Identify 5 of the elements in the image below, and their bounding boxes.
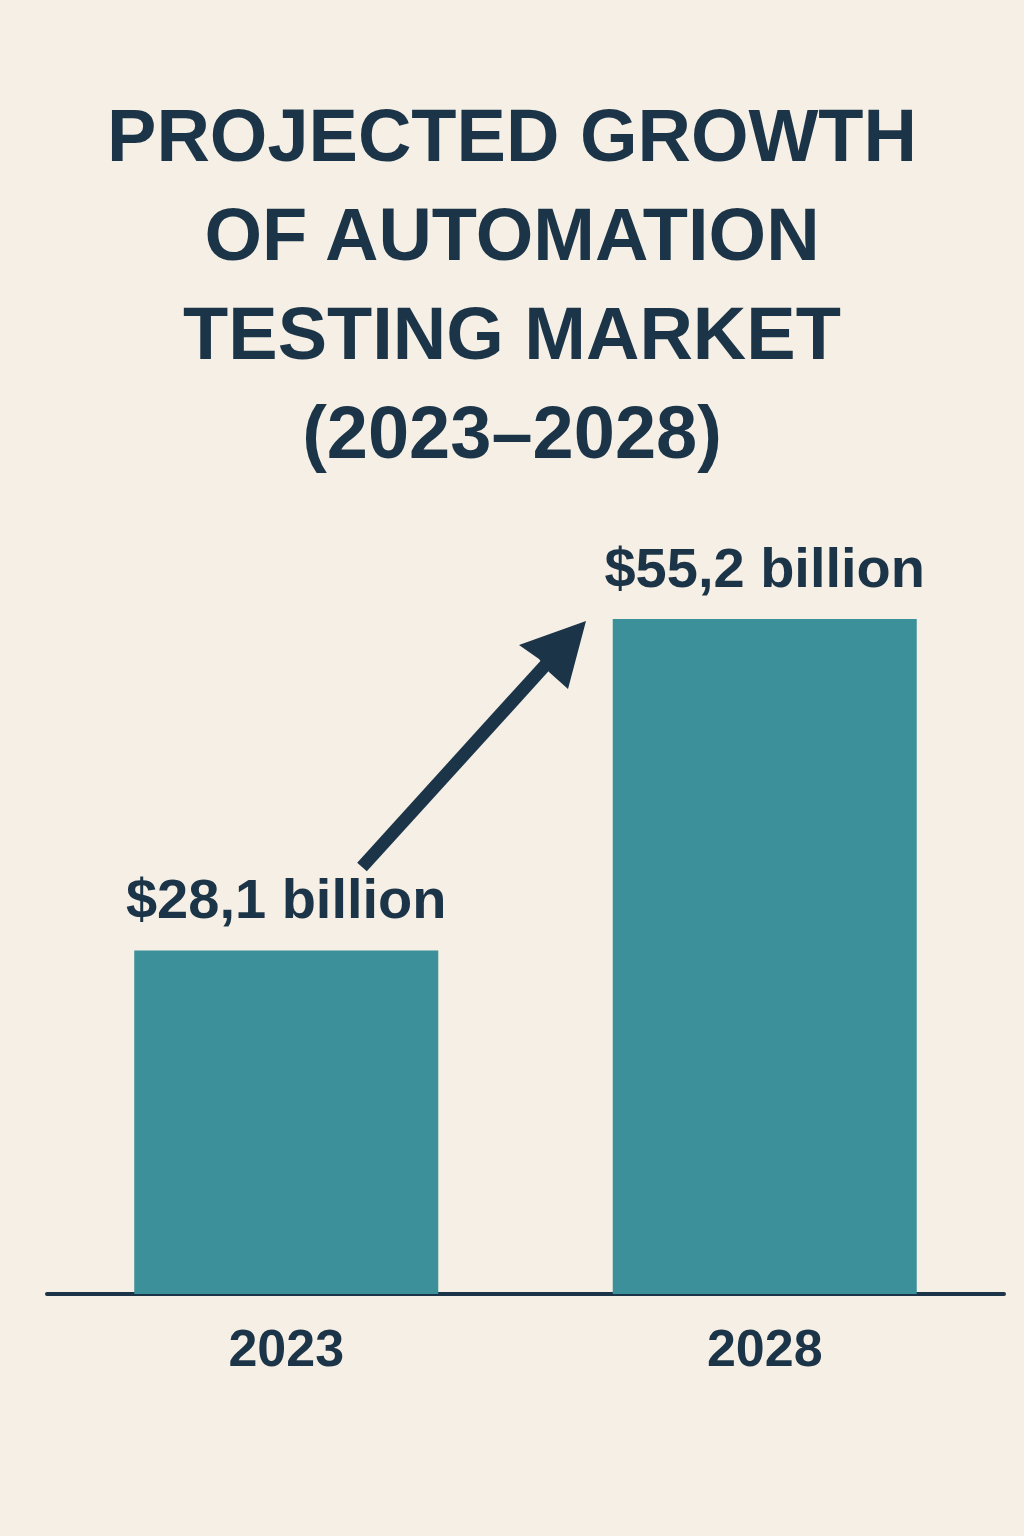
chart-title: PROJECTED GROWTH OF AUTOMATION TESTING MARKET (2023–2028) xyxy=(106,93,918,476)
data-label: $28,1 billion xyxy=(125,866,447,930)
x-tick-label: 2023 xyxy=(228,1319,345,1377)
x-tick-label: 2028 xyxy=(706,1319,823,1377)
data-label: $55,2 billion xyxy=(604,535,926,599)
